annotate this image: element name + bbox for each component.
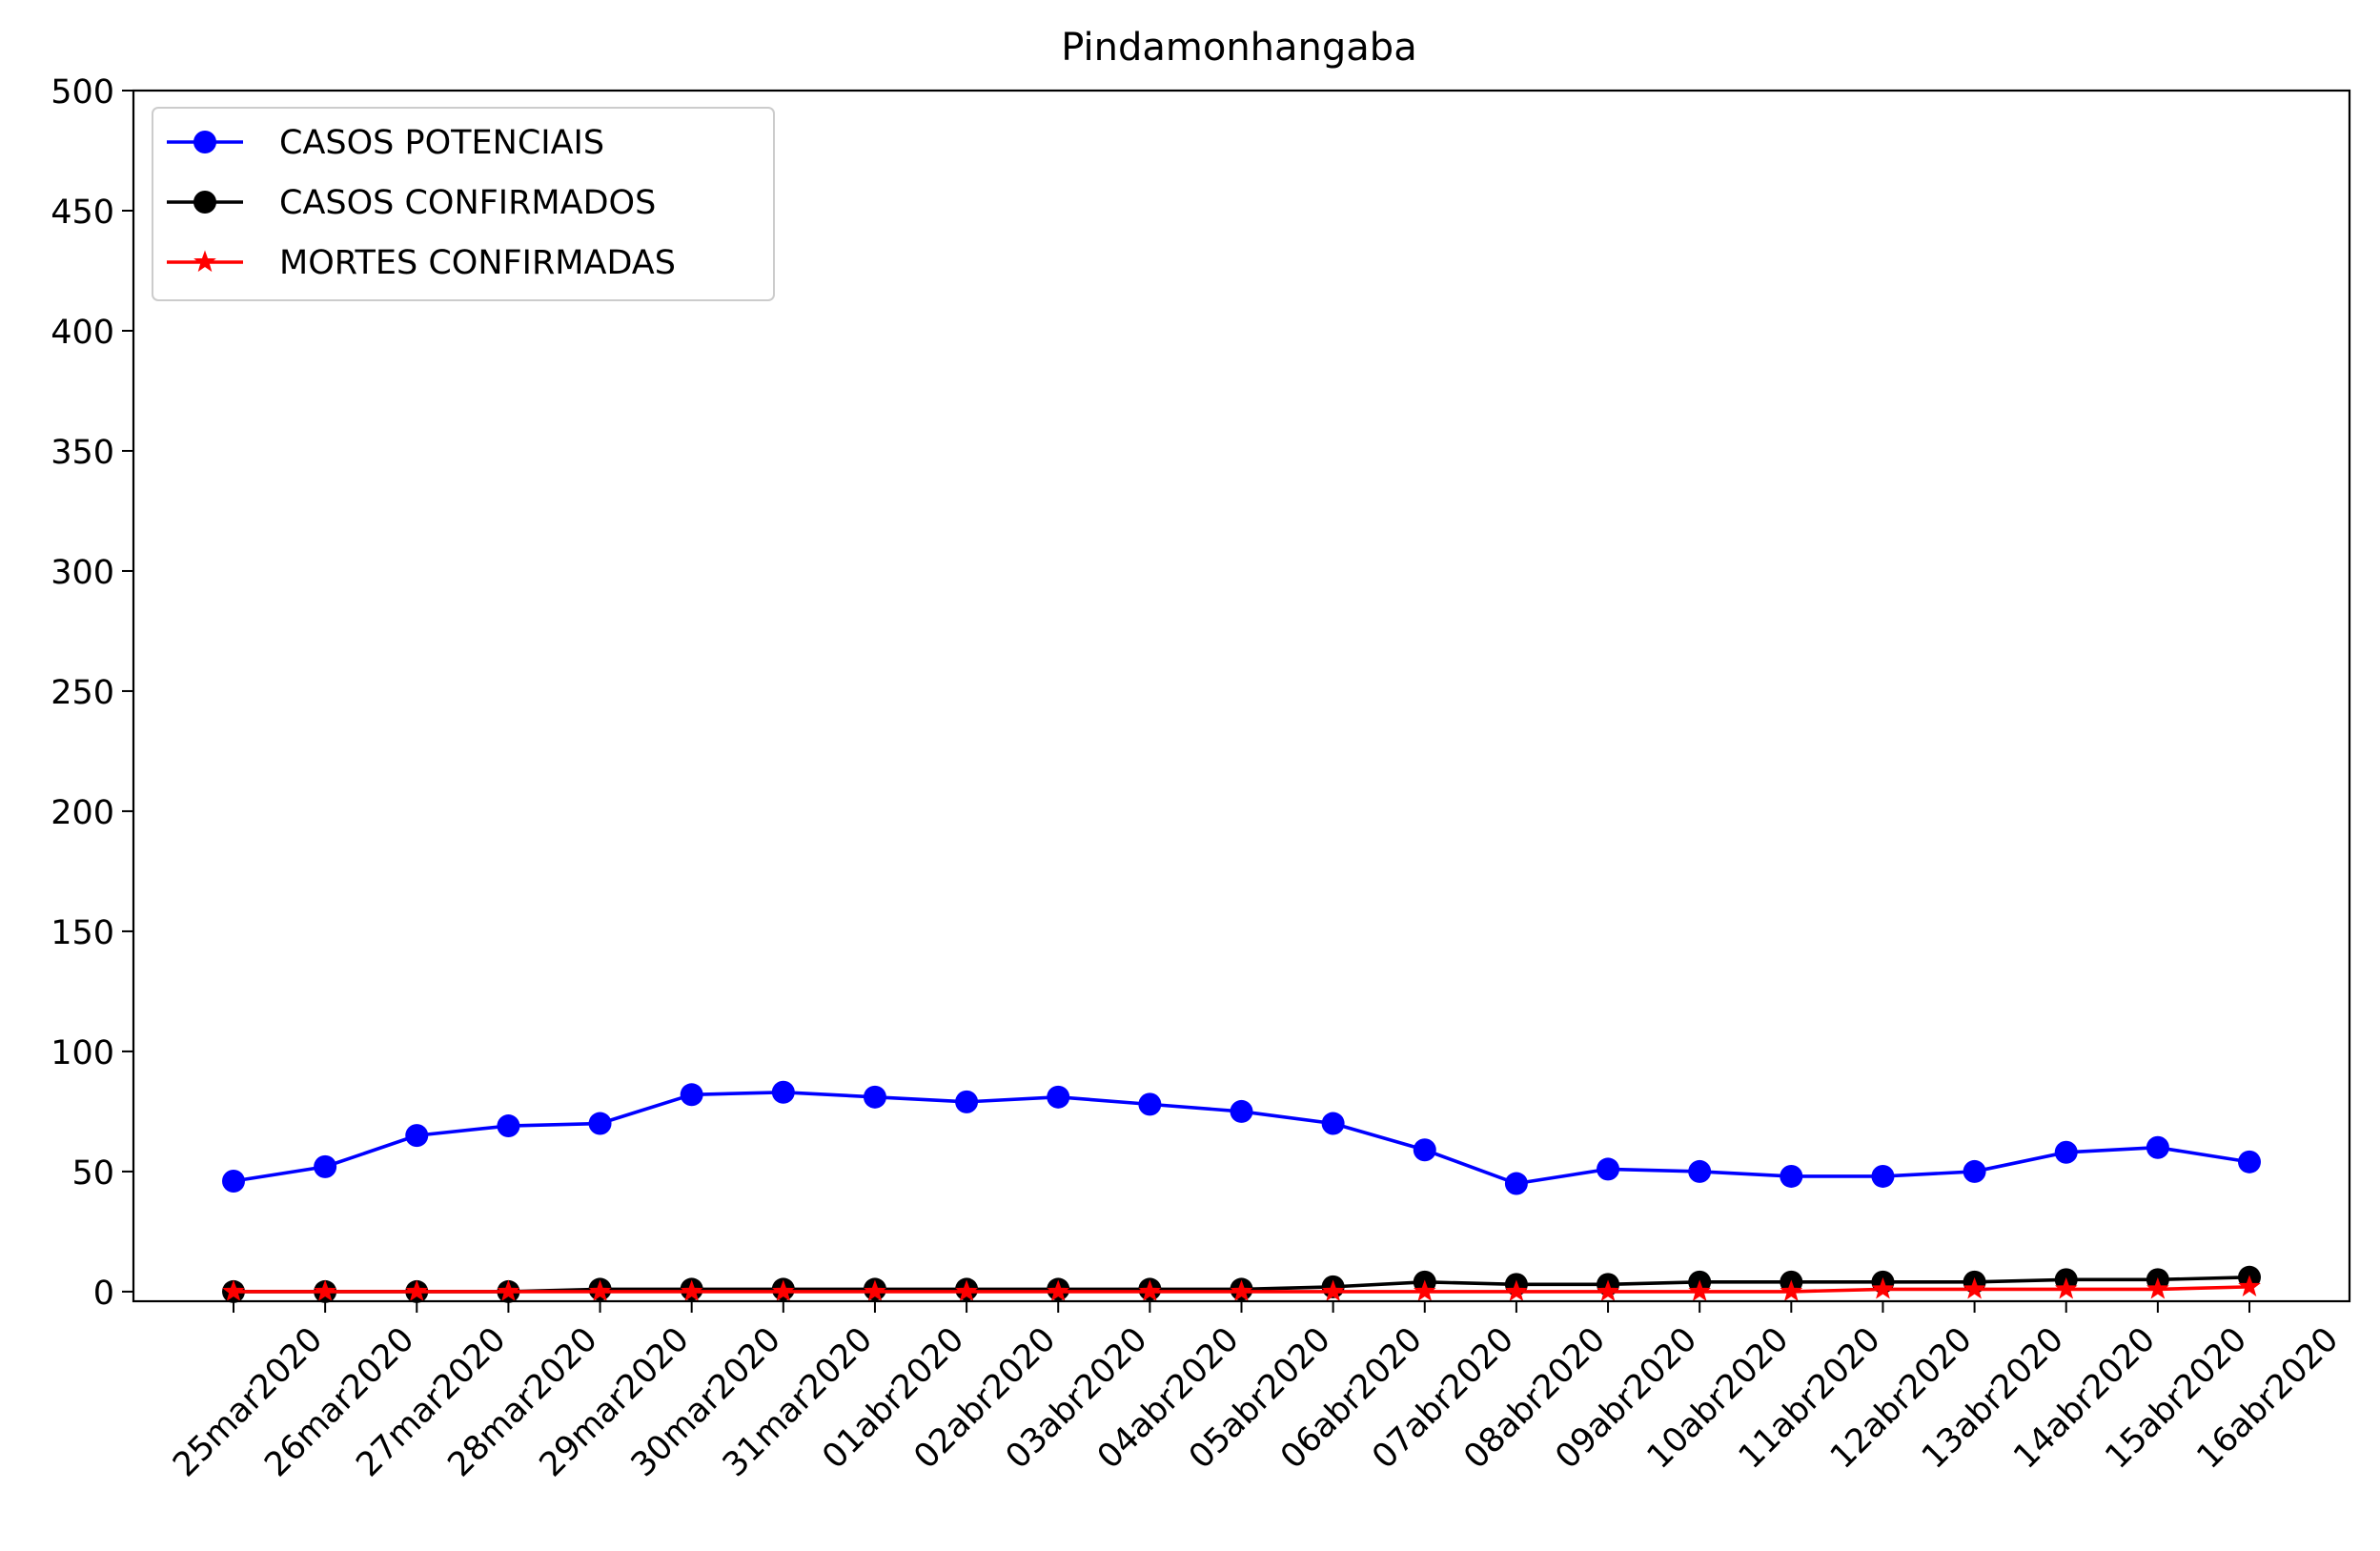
data-point: [2054, 1140, 2078, 1164]
data-point: [1871, 1276, 1895, 1299]
legend-box: [152, 107, 775, 301]
data-point: [314, 1154, 337, 1178]
y-tick-label: 400: [51, 314, 114, 352]
data-point: [2238, 1275, 2261, 1296]
data-point: [1597, 1157, 1620, 1181]
data-point: [680, 1083, 703, 1107]
data-point: [222, 1170, 245, 1194]
data-point: [1780, 1279, 1803, 1302]
y-tick-label: 250: [51, 674, 114, 712]
legend-label: MORTES CONFIRMADAS: [279, 244, 676, 282]
data-point: [497, 1114, 520, 1138]
data-point: [1963, 1276, 1986, 1299]
data-point: [1138, 1092, 1162, 1116]
data-point: [2054, 1276, 2078, 1299]
data-point: [1505, 1279, 1528, 1302]
data-point: [2238, 1150, 2261, 1173]
plot-frame: [132, 89, 2351, 1303]
data-point: [2146, 1135, 2169, 1159]
plot-series: [222, 1080, 2261, 1303]
legend-item: MORTES CONFIRMADAS: [167, 244, 676, 282]
data-point: [1963, 1159, 1986, 1183]
data-point: [314, 1279, 337, 1302]
data-point: [1871, 1164, 1895, 1188]
data-point: [1138, 1279, 1162, 1302]
data-point: [1230, 1099, 1253, 1123]
data-point: [771, 1080, 795, 1104]
y-tick-label: 0: [93, 1275, 114, 1313]
data-point: [955, 1279, 978, 1302]
data-point: [1230, 1279, 1253, 1302]
data-point: [1047, 1085, 1070, 1109]
chart-title: Pindamonhangaba: [1061, 26, 1416, 70]
y-tick-label: 450: [51, 194, 114, 232]
data-point: [864, 1279, 886, 1302]
data-point: [588, 1279, 612, 1302]
data-point: [771, 1279, 795, 1302]
data-point: [222, 1279, 245, 1302]
data-point: [1780, 1164, 1803, 1188]
data-point: [863, 1085, 886, 1109]
data-point: [1688, 1279, 1712, 1302]
data-point: [1413, 1279, 1436, 1302]
y-tick-label: 150: [51, 914, 114, 952]
data-point: [2146, 1276, 2169, 1299]
series-casos-potenciais: [222, 1080, 2261, 1195]
data-point: [405, 1124, 429, 1148]
series-mortes-confirmadas: [222, 1275, 2261, 1302]
legend-label: CASOS POTENCIAIS: [279, 124, 604, 162]
data-point: [1321, 1279, 1345, 1302]
legend-marker: [193, 191, 216, 214]
data-point: [680, 1279, 703, 1302]
legend: CASOS POTENCIAIS CASOS CONFIRMADOS MORTES …: [152, 107, 775, 301]
legend-item: CASOS POTENCIAIS: [167, 124, 604, 162]
legend-marker: [193, 250, 216, 273]
data-point: [955, 1090, 979, 1113]
data-point: [1504, 1172, 1528, 1195]
y-axis: 0 50 100 150 200 250 300 350 400 450 500: [51, 73, 133, 1313]
y-tick-label: 200: [51, 794, 114, 832]
y-tick-label: 350: [51, 434, 114, 472]
data-point: [1321, 1112, 1345, 1135]
data-point: [1597, 1279, 1619, 1302]
y-tick-label: 500: [51, 73, 114, 112]
data-point: [1047, 1279, 1070, 1302]
legend-item: CASOS CONFIRMADOS: [167, 184, 656, 222]
data-point: [1688, 1159, 1712, 1183]
data-point: [405, 1279, 429, 1302]
y-tick-label: 50: [71, 1154, 114, 1193]
data-point: [1413, 1138, 1436, 1162]
y-tick-label: 100: [51, 1034, 114, 1072]
legend-label: CASOS CONFIRMADOS: [279, 184, 656, 222]
data-point: [588, 1112, 612, 1135]
data-point: [497, 1279, 520, 1302]
y-tick-label: 300: [51, 554, 114, 592]
legend-marker: [193, 131, 216, 153]
